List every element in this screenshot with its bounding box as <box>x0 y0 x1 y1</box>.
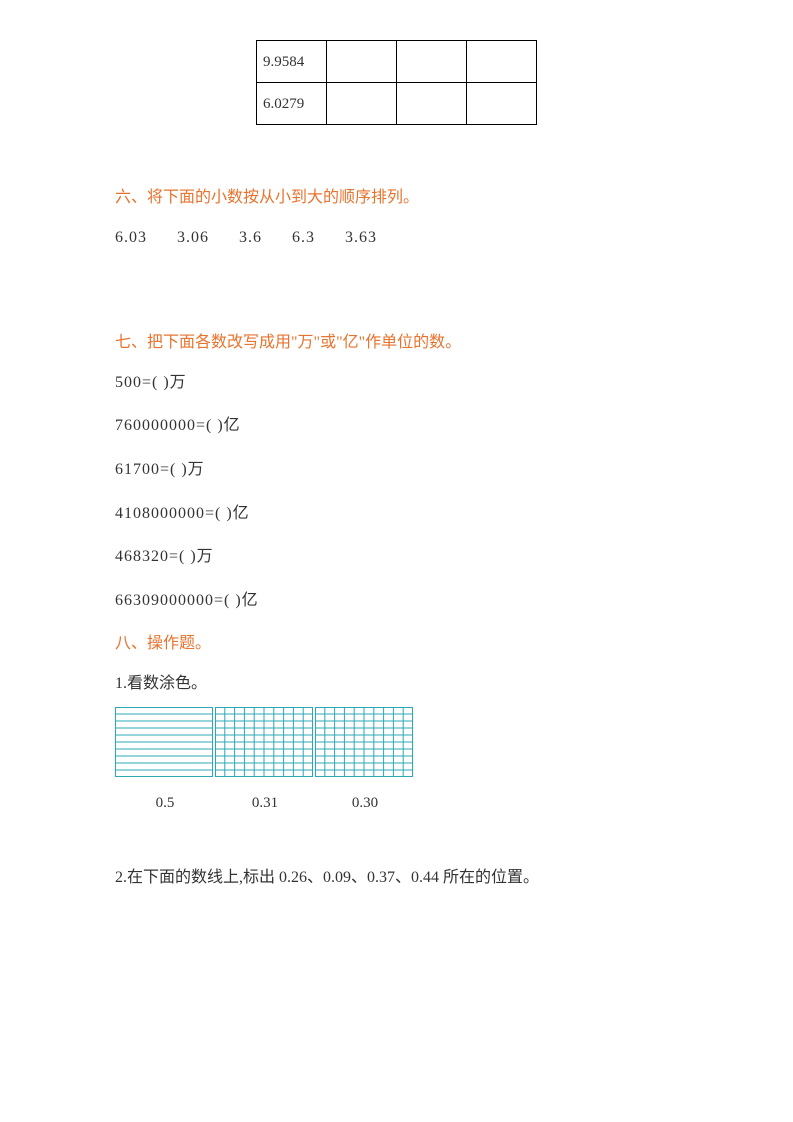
table-cell <box>467 83 537 125</box>
section-8-title: 八、操作题。 <box>115 631 678 657</box>
conversion-line: 66309000000=( )亿 <box>115 588 678 614</box>
question-8-1: 1.看数涂色。 <box>115 671 678 697</box>
grid-label: 0.30 <box>315 791 415 815</box>
shading-grid <box>215 707 313 777</box>
question-8-2: 2.在下面的数线上,标出 0.26、0.09、0.37、0.44 所在的位置。 <box>115 865 678 891</box>
conversion-line: 4108000000=( )亿 <box>115 501 678 527</box>
shading-grid <box>315 707 413 777</box>
table-cell <box>397 41 467 83</box>
table-row: 9.9584 <box>257 41 537 83</box>
table-cell <box>327 41 397 83</box>
section-7-title: 七、把下面各数改写成用"万"或"亿"作单位的数。 <box>115 330 678 356</box>
grid-label: 0.31 <box>215 791 315 815</box>
decimals-table: 9.9584 6.0279 <box>256 40 537 125</box>
grid-box <box>315 707 413 786</box>
section-6-numbers: 6.03 3.06 3.6 6.3 3.63 <box>115 225 678 251</box>
conversion-line: 500=( )万 <box>115 370 678 396</box>
conversion-line: 61700=( )万 <box>115 457 678 483</box>
table-cell: 6.0279 <box>257 83 327 125</box>
grid-labels-row: 0.50.310.30 <box>115 791 678 815</box>
shading-grid <box>115 707 213 777</box>
table-row: 6.0279 <box>257 83 537 125</box>
conversion-line: 760000000=( )亿 <box>115 413 678 439</box>
table-cell <box>327 83 397 125</box>
conversion-line: 468320=( )万 <box>115 544 678 570</box>
shading-grids <box>115 707 678 786</box>
grid-box <box>115 707 213 786</box>
table-cell: 9.9584 <box>257 41 327 83</box>
table-cell <box>397 83 467 125</box>
section-6-title: 六、将下面的小数按从小到大的顺序排列。 <box>115 185 678 211</box>
table-cell <box>467 41 537 83</box>
grid-label: 0.5 <box>115 791 215 815</box>
grid-box <box>215 707 313 786</box>
